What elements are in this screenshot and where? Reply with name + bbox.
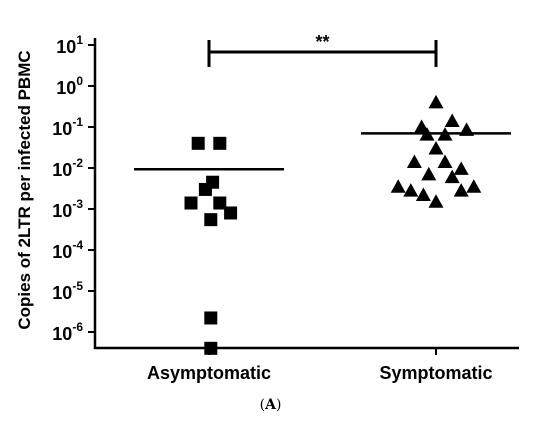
data-point-triangle [415, 187, 431, 201]
y-tick-label: 10-5 [52, 279, 83, 303]
data-point-square [204, 341, 218, 355]
data-point-triangle [390, 179, 406, 193]
data-point-triangle [421, 166, 437, 181]
figure-panel-label: (A) [0, 397, 541, 413]
y-tick-label: 10-3 [52, 197, 83, 221]
data-point-triangle [437, 154, 453, 169]
y-tick-label: 100 [56, 74, 83, 98]
data-point-triangle [444, 169, 460, 184]
data-points [184, 94, 482, 355]
y-tick-label: 101 [56, 33, 83, 57]
y-tick-label: 10-1 [52, 115, 83, 139]
data-point-triangle [428, 94, 444, 109]
y-axis-label: Copies of 2LTR per infected PBMC [15, 50, 34, 329]
data-point-square [198, 182, 212, 196]
y-ticks: 101 100 10-1 10-2 10-3 10-4 10-5 10-6 [52, 33, 95, 344]
data-point-square [204, 311, 218, 325]
significance-label: ** [315, 32, 329, 52]
mean-lines [134, 132, 511, 171]
data-point-square [204, 213, 218, 227]
axes: Asymptomatic Symptomatic [93, 38, 519, 383]
caption-letter: A [265, 397, 276, 413]
significance-bracket: ** [207, 32, 438, 67]
data-point-triangle [406, 154, 422, 169]
y-tick-label: 10-6 [52, 320, 83, 344]
data-point-triangle [414, 119, 430, 133]
x-tick-label-asymptomatic: Asymptomatic [147, 363, 271, 383]
data-point-square [213, 136, 227, 150]
data-point-triangle [453, 183, 469, 197]
data-point-triangle [453, 161, 469, 175]
y-tick-label: 10-2 [52, 156, 83, 180]
data-point-triangle [444, 113, 460, 128]
x-tick-label-symptomatic: Symptomatic [379, 363, 492, 383]
caption-close: ) [275, 397, 282, 413]
data-point-triangle [428, 140, 444, 155]
scatter-chart: Asymptomatic Symptomatic 10110010-110-210… [15, 32, 519, 383]
data-point-triangle [403, 183, 419, 197]
data-point-square [213, 196, 227, 210]
data-point-square [224, 206, 238, 220]
data-point-square [184, 196, 198, 210]
data-point-square [191, 136, 205, 150]
y-tick-label: 10-4 [52, 238, 83, 262]
caption-open: ( [259, 397, 266, 413]
data-point-triangle [466, 179, 482, 193]
data-point-triangle [428, 194, 444, 208]
